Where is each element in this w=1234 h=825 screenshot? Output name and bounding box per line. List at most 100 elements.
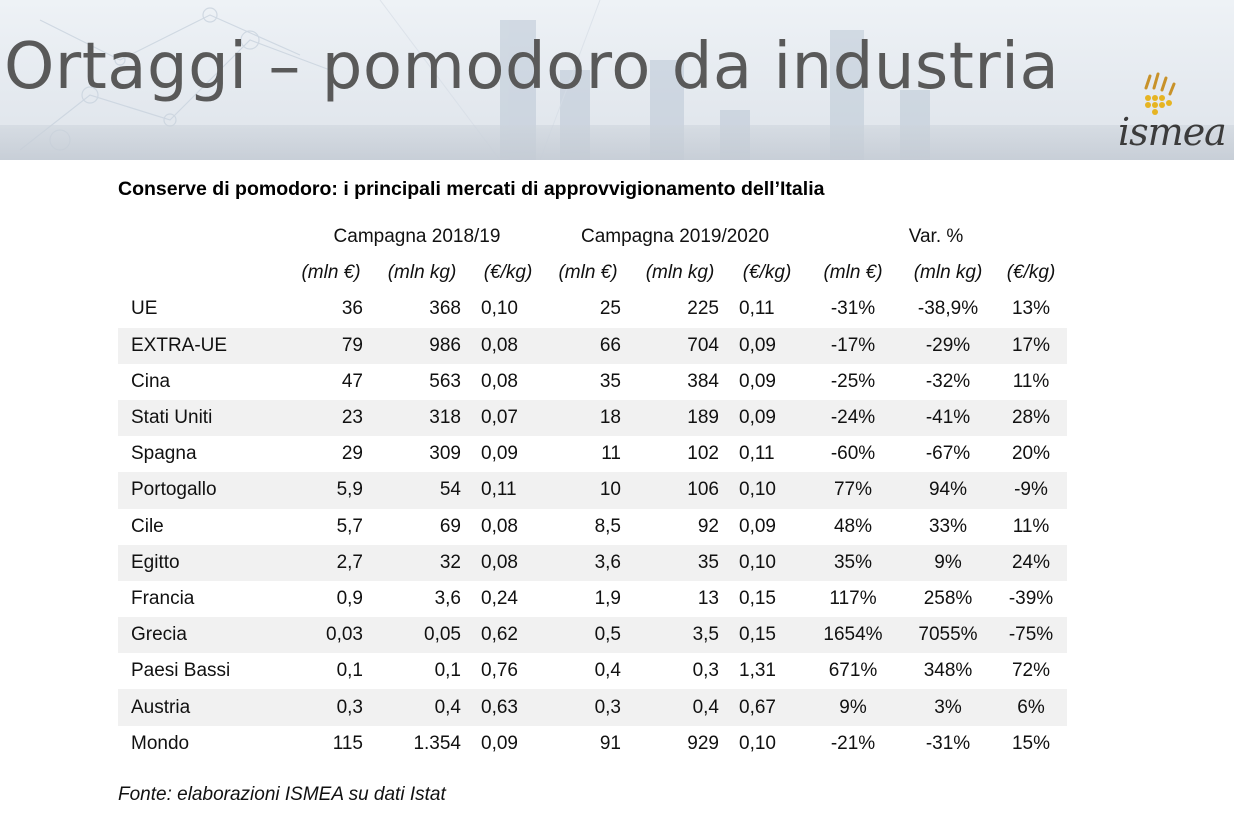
row-label: Spagna — [131, 443, 197, 465]
table-cell: -21% — [830, 732, 876, 754]
group-header-2019: Campagna 2019/2020 — [580, 226, 770, 248]
unit-header: (mln €) — [558, 262, 618, 284]
table-cell: 13% — [1011, 298, 1051, 320]
table-cell: 18 — [545, 399, 631, 437]
table-row: Egitto 2,7 32 0,08 3,6 35 0,10 35% 9% 24% — [118, 544, 1067, 581]
table-cell: 69 — [439, 515, 461, 537]
table-row: Francia 0,9 3,6 0,24 1,9 13 0,15 117% 258% -39% — [118, 581, 1067, 617]
unit-header: (mln €) — [823, 262, 883, 284]
table-cell: 0,5 — [545, 617, 631, 654]
table-cell: 10 — [545, 472, 631, 509]
table-cell: 66 — [545, 327, 631, 364]
table-title: Conserve di pomodoro: i principali merca… — [118, 178, 825, 200]
table-cell: -75% — [995, 617, 1067, 654]
table-cell: 94% — [901, 472, 995, 509]
table-cell: 32 — [373, 544, 471, 581]
table-cell: 0,07 — [471, 399, 545, 437]
source-note: Fonte: elaborazioni ISMEA su dati Istat — [118, 784, 446, 805]
table-cell: 23 — [289, 399, 373, 437]
table-cell: 0,1 — [434, 660, 461, 682]
table-cell: 0,62 — [471, 617, 545, 654]
unit-header: (€/kg) — [742, 262, 792, 284]
table-cell: 384 — [687, 370, 719, 392]
slide-header: Ortaggi – pomodoro da industria ismea — [0, 0, 1234, 160]
table-cell: 15% — [1011, 732, 1051, 754]
table-cell: 225 — [687, 298, 719, 320]
table-cell: 0,11 — [739, 443, 775, 465]
table-cell: 115 — [332, 732, 363, 754]
table-row: Spagna 29 309 0,09 11 102 0,11 -60% -67% 20% — [118, 436, 1067, 472]
table-cell: 3,5 — [631, 617, 729, 654]
table-cell: 0,10 — [729, 472, 805, 509]
table-cell: -39% — [1008, 587, 1054, 609]
page-title: Ortaggi – pomodoro da industria — [4, 30, 1060, 104]
table-row: EXTRA-UE 79 986 0,08 66 704 0,09 -17% -29% 17% — [118, 327, 1067, 364]
row-label: Francia — [131, 587, 195, 609]
unit-header: (mln kg) — [913, 262, 983, 284]
table-cell: 6% — [995, 689, 1067, 726]
table-cell: 35% — [805, 544, 901, 581]
table-cell: 1,9 — [594, 587, 621, 609]
table-cell: -31% — [925, 732, 971, 754]
unit-header-row: (mln €) (mln kg) (€/kg) (mln €) (mln kg)… — [118, 255, 1067, 291]
table-row: Portogallo 5,9 54 0,11 10 106 0,10 77% 94% -9% — [118, 472, 1067, 509]
table-cell: 309 — [429, 443, 461, 465]
table-cell: 0,76 — [481, 660, 518, 682]
table-cell: 3,6 — [434, 587, 461, 609]
table-cell: 8,5 — [594, 515, 621, 537]
table-cell: 0,63 — [471, 689, 545, 726]
table-cell: 0,09 — [481, 732, 518, 754]
table-cell: 0,03 — [289, 617, 373, 654]
ismea-logo: ismea — [1118, 68, 1228, 160]
table-cell: -25% — [830, 370, 876, 392]
table-cell: 7055% — [901, 617, 995, 654]
ismea-logo-text: ismea — [1118, 110, 1227, 154]
table-cell: 0,08 — [471, 544, 545, 581]
group-header-2018: Campagna 2018/19 — [333, 226, 501, 248]
table-cell: 0,24 — [481, 587, 518, 609]
table-cell: -9% — [995, 472, 1067, 509]
unit-header: (mln kg) — [387, 262, 457, 284]
table-cell: 17% — [995, 327, 1067, 364]
table-row: Cile 5,7 69 0,08 8,5 92 0,09 48% 33% 11% — [118, 509, 1067, 545]
table-cell: 0,4 — [594, 660, 621, 682]
table-cell: 0,3 — [692, 660, 719, 682]
table-row: Paesi Bassi 0,1 0,1 0,76 0,4 0,3 1,31 671% 348% 7… — [118, 653, 1067, 689]
header-blank — [118, 255, 289, 291]
data-table: Campagna 2018/19 Campagna 2019/2020 Var.… — [118, 219, 1067, 762]
table-cell: 929 — [687, 732, 719, 754]
table-cell: -32% — [925, 370, 971, 392]
table-cell: 0,08 — [481, 370, 518, 392]
table-cell: 0,09 — [729, 327, 805, 364]
table-cell: 671% — [828, 660, 878, 682]
row-label: Cina — [131, 370, 171, 392]
table-cell: 0,15 — [729, 617, 805, 654]
table-cell: 92 — [697, 515, 719, 537]
header-band — [0, 125, 1234, 160]
table-cell: 5,9 — [289, 472, 373, 509]
table-cell: 0,10 — [739, 732, 776, 754]
table-cell: 106 — [631, 472, 729, 509]
table-cell: 3% — [901, 689, 995, 726]
unit-header: (€/kg) — [483, 262, 533, 284]
row-label: Egitto — [118, 544, 289, 581]
table-cell: 0,08 — [481, 515, 518, 537]
unit-header: (mln €) — [301, 262, 361, 284]
table-cell: 11 — [601, 443, 621, 465]
table-row: UE 36 368 0,10 25 225 0,11 -31% -38,9% 13% — [118, 291, 1067, 327]
table-cell: 0,10 — [481, 298, 518, 320]
table-cell: 0,11 — [739, 298, 775, 320]
table-cell: 0,3 — [545, 689, 631, 726]
table-cell: 11% — [1012, 515, 1050, 537]
table-cell: 0,15 — [739, 587, 776, 609]
table-cell: 24% — [995, 544, 1067, 581]
header-blank — [118, 219, 289, 255]
unit-header: (mln kg) — [645, 262, 715, 284]
table-cell: 348% — [923, 660, 973, 682]
table-cell: 79 — [289, 327, 373, 364]
table-cell: 47 — [341, 370, 363, 392]
table-cell: 35 — [599, 370, 621, 392]
row-label: UE — [131, 298, 158, 320]
ismea-logo-icon — [1144, 72, 1176, 115]
table-cell: -67% — [925, 443, 971, 465]
